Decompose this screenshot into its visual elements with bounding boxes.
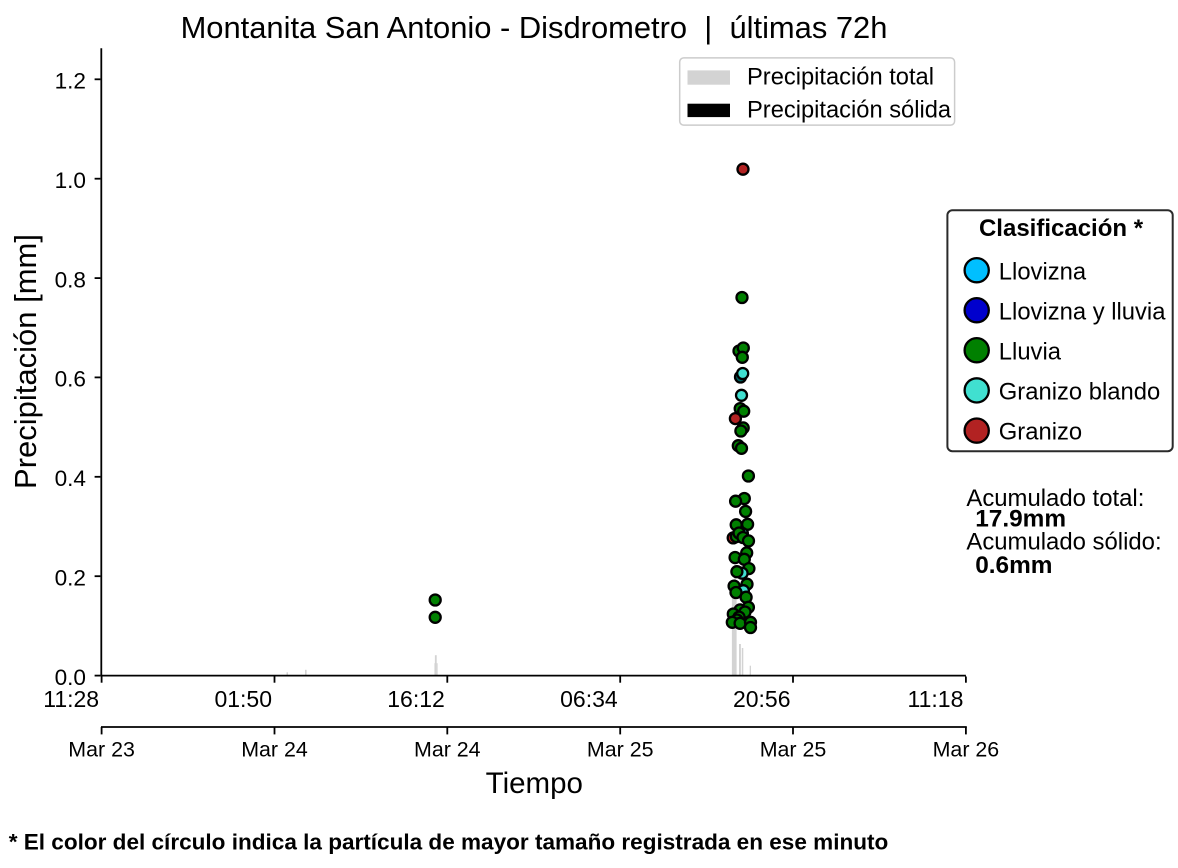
- svg-text:Mar 26: Mar 26: [933, 738, 1000, 762]
- svg-text:Mar 25: Mar 25: [760, 738, 827, 762]
- svg-text:Acumulado total:: Acumulado total:: [966, 485, 1144, 512]
- svg-text:1.0: 1.0: [55, 168, 86, 193]
- svg-text:17.9mm: 17.9mm: [975, 505, 1066, 532]
- svg-text:Clasificación *: Clasificación *: [979, 215, 1144, 242]
- svg-text:Precipitación total: Precipitación total: [747, 65, 934, 91]
- svg-text:Mar 25: Mar 25: [587, 738, 654, 762]
- svg-text:16:12: 16:12: [387, 686, 445, 712]
- svg-text:Precipitación sólida: Precipitación sólida: [747, 98, 952, 124]
- svg-text:1.2: 1.2: [55, 69, 86, 94]
- svg-text:0.6: 0.6: [55, 367, 86, 392]
- svg-text:Mar 24: Mar 24: [414, 738, 481, 762]
- svg-text:0.6mm: 0.6mm: [975, 552, 1052, 579]
- svg-text:01:50: 01:50: [214, 686, 272, 712]
- svg-text:Llovizna: Llovizna: [999, 258, 1087, 285]
- svg-text:Granizo: Granizo: [999, 419, 1082, 446]
- svg-text:0.4: 0.4: [55, 466, 86, 491]
- svg-text:Tiempo: Tiempo: [486, 767, 583, 800]
- svg-text:* El color del círculo indica: * El color del círculo indica la partícu…: [9, 830, 889, 855]
- svg-text:11:18: 11:18: [908, 686, 964, 712]
- svg-text:20:56: 20:56: [733, 686, 791, 712]
- svg-text:Granizo blando: Granizo blando: [999, 379, 1160, 406]
- svg-text:Montanita San Antonio - Disdro: Montanita San Antonio - Disdrometro | úl…: [181, 10, 888, 45]
- svg-text:Precipitación [mm]: Precipitación [mm]: [8, 234, 43, 489]
- svg-text:0.2: 0.2: [55, 566, 86, 591]
- svg-text:0.0: 0.0: [55, 665, 86, 690]
- svg-text:Acumulado sólido:: Acumulado sólido:: [966, 529, 1161, 556]
- svg-text:Mar 24: Mar 24: [241, 738, 308, 762]
- svg-text:Llovizna y lluvia: Llovizna y lluvia: [999, 298, 1166, 325]
- svg-text:11:28: 11:28: [43, 686, 99, 712]
- svg-text:0.8: 0.8: [55, 267, 86, 292]
- svg-text:Mar 23: Mar 23: [68, 738, 135, 762]
- svg-text:06:34: 06:34: [560, 686, 618, 712]
- svg-text:Lluvia: Lluvia: [999, 338, 1062, 365]
